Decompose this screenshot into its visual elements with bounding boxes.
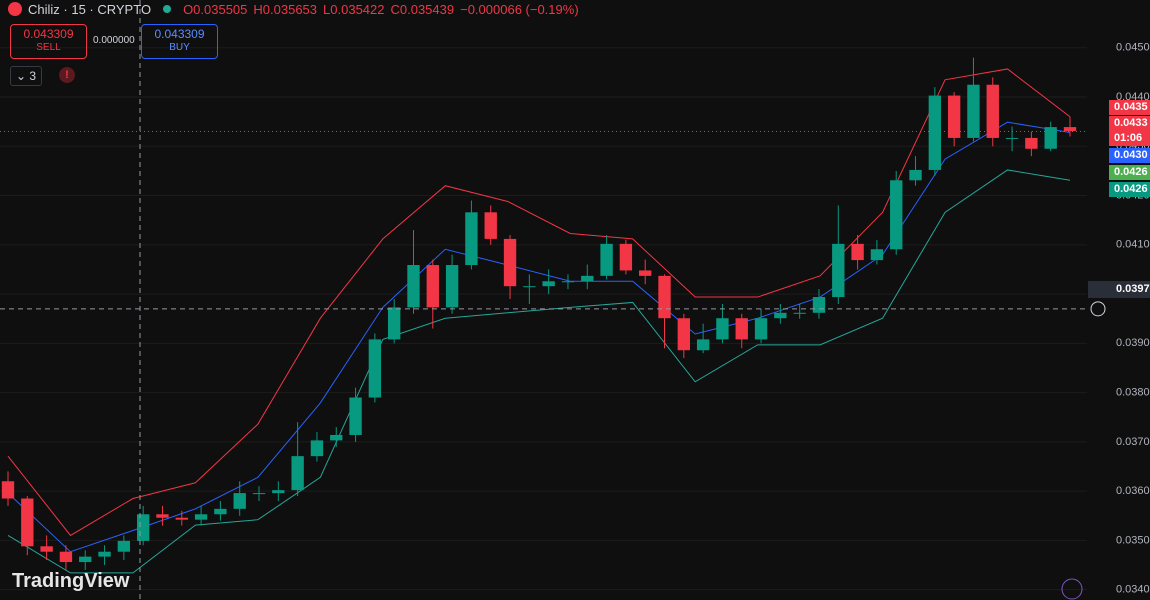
sell-price: 0.043309 [23,27,74,41]
candle-body [21,498,34,547]
band-line [7,169,1071,574]
candle-body [851,243,864,261]
y-tick-label: 0.0410 [1116,239,1150,251]
candle-body [310,440,324,457]
candle-body [1025,137,1038,149]
price-tag: 0.0435 [1109,100,1150,115]
candle-body [117,540,131,552]
y-tick-label: 0.0450 [1116,42,1150,54]
close: C0.035439 [390,1,455,17]
crosshair-label: 0.0397 [1088,281,1150,298]
warning-icon[interactable]: ! [59,67,75,83]
symbol[interactable]: Chiliz · 15 · CRYPTO [28,1,152,17]
candle-body [484,212,497,239]
brand: TradingView [12,570,130,592]
candle-body [870,249,884,261]
candle-body [774,312,787,319]
candle-body [581,275,594,282]
candle-body [967,84,980,138]
candle-body [194,514,208,520]
market-status [163,5,172,13]
price-tag: 01:06 [1109,131,1150,146]
y-tick-label: 0.0350 [1116,534,1150,546]
candle-body [175,517,188,520]
band-line [7,121,1071,553]
candle-body [716,318,729,340]
candle-body [1005,137,1019,139]
buy-label: BUY [169,42,190,53]
open: O0.035505 [183,1,248,17]
candle-body [986,84,999,138]
candle-body [252,493,266,495]
candle-body [832,243,845,298]
high: H0.035653 [253,1,318,17]
candle-body [928,95,942,170]
candle-body [291,456,304,491]
spread: 0.000000 [93,35,135,46]
buy-button[interactable]: 0.043309 BUY [141,24,218,59]
y-tick-label: 0.0360 [1116,485,1150,497]
price-tag: 0.0426 [1109,165,1150,180]
y-tick-label: 0.0340 [1116,584,1150,596]
low: L0.035422 [323,1,385,17]
buy-price: 0.043309 [154,27,205,41]
candle-body [465,212,478,266]
add-alert [1090,301,1106,317]
price-tag: 0.0426 [1109,182,1150,197]
candle-body [407,265,420,308]
candle-body [368,339,382,398]
candle-body [696,339,710,351]
candle-body [156,514,169,518]
candle-body [639,270,652,276]
legend-header: Chiliz · 15 · CRYPTO O0.035505 H0.035653… [8,0,579,18]
candle-body [600,243,613,276]
indicator-count: 3 [29,69,37,83]
price-tag: 0.0433 [1109,116,1150,131]
sell-button[interactable]: 0.043309 SELL [10,24,87,59]
sell-label: SELL [36,42,61,53]
candle-body [79,556,92,563]
candle-body [909,169,922,181]
candle-body [890,180,903,250]
candle-body [812,297,826,313]
change: −0.000066 (−0.19%) [460,1,579,17]
candle-body [40,546,53,552]
candle-body [445,265,459,308]
candle-body [388,307,401,340]
flash-icon [1061,578,1083,600]
candle-body [677,318,690,351]
candle-body [658,275,671,319]
y-tick-label: 0.0390 [1116,337,1150,349]
candle-body [1,481,15,499]
candle-body [136,514,150,541]
y-tick-label: 0.0380 [1116,387,1150,399]
candle-body [947,95,961,138]
y-tick-label: 0.0440 [1116,91,1150,103]
symbol-logo [8,2,22,16]
candle-body [272,490,285,494]
candle-body [1044,127,1057,149]
candle-body [1063,127,1077,132]
y-tick-label: 0.0370 [1116,436,1150,448]
candle-body [754,318,768,340]
candle-body [233,493,246,509]
candle-body [735,318,748,340]
candle-body [619,243,633,271]
candle-body [426,265,439,308]
band-line [7,68,1071,537]
candle-body [98,551,111,557]
indicators-toggle[interactable]: ⌄ 3 [10,66,42,86]
price-tag: 0.0430 [1109,148,1150,163]
candle-body [349,397,362,435]
candle-body [561,281,575,283]
candle-body [793,312,806,314]
candle-body [523,286,536,288]
candle-body [503,238,517,287]
candle-body [330,434,343,441]
candle-body [59,551,73,563]
candle-body [542,281,555,287]
candle-body [214,508,227,515]
